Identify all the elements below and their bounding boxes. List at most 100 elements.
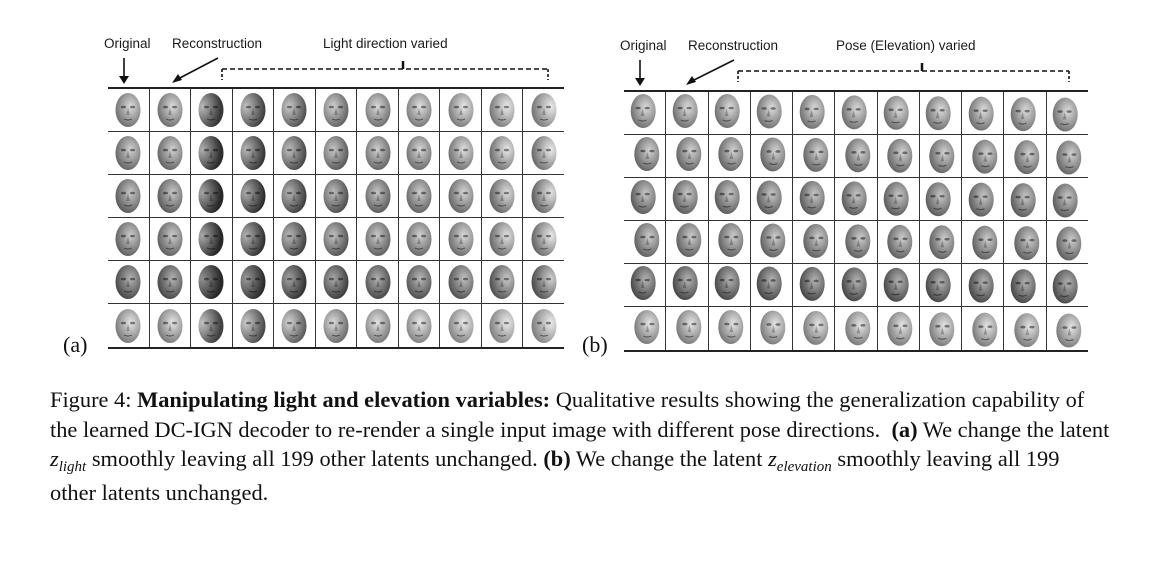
face-image	[926, 182, 952, 217]
face-cell	[274, 132, 316, 174]
face-cell	[440, 261, 482, 303]
face-image	[406, 93, 432, 127]
face-image	[198, 308, 224, 343]
face-image	[365, 308, 391, 343]
face-image	[630, 266, 656, 300]
face-image	[672, 94, 698, 128]
face-image	[718, 309, 744, 344]
face-cell	[835, 178, 878, 220]
face-cell	[1047, 264, 1088, 306]
face-image	[1010, 97, 1036, 132]
face-image	[799, 94, 825, 129]
face-cell	[108, 304, 150, 347]
face-cell	[191, 304, 233, 347]
face-image	[115, 93, 141, 127]
face-cell	[1047, 178, 1088, 220]
face-cell	[920, 264, 963, 306]
face-row	[108, 132, 564, 175]
math-variable-z-elevation: zelevation	[768, 446, 832, 475]
face-image	[157, 308, 183, 343]
face-cell	[920, 135, 963, 177]
face-cell	[962, 221, 1005, 263]
panel-a-arrows	[119, 57, 549, 84]
face-image	[531, 136, 557, 170]
face-image	[968, 268, 994, 303]
face-image	[972, 139, 998, 174]
face-cell	[1047, 221, 1088, 263]
face-cell	[233, 261, 275, 303]
face-row	[108, 89, 564, 132]
figure-panel-b: Original Reconstruction Pose (Elevation)…	[578, 30, 1098, 360]
face-cell	[316, 132, 358, 174]
face-image	[630, 94, 656, 128]
label-reconstruction-a: Reconstruction	[172, 36, 263, 51]
face-image	[115, 179, 141, 213]
face-image	[841, 267, 867, 302]
face-image	[676, 137, 702, 171]
face-image	[676, 223, 702, 257]
face-cell	[878, 221, 920, 263]
face-image	[630, 180, 656, 214]
face-image	[489, 222, 515, 256]
face-image	[240, 222, 266, 256]
face-image	[1052, 269, 1078, 304]
face-image	[929, 311, 955, 346]
face-image	[115, 308, 141, 343]
face-image	[1010, 269, 1036, 304]
face-cell	[357, 261, 399, 303]
figure-label: Figure 4:	[50, 387, 132, 412]
face-cell	[440, 132, 482, 174]
face-image	[115, 136, 141, 170]
face-image	[157, 93, 183, 127]
face-image	[845, 224, 871, 259]
face-image	[448, 265, 474, 299]
face-image	[365, 136, 391, 170]
face-cell	[357, 304, 399, 347]
face-cell	[793, 264, 836, 306]
face-image	[323, 179, 349, 213]
face-image	[115, 222, 141, 256]
face-cell	[751, 221, 794, 263]
face-image	[489, 308, 515, 343]
arrow-original-b	[635, 60, 645, 86]
face-cell	[316, 304, 358, 347]
arrow-reconstruction-b	[686, 59, 735, 85]
face-image	[676, 309, 702, 344]
face-cell	[878, 264, 920, 306]
face-image	[841, 181, 867, 216]
face-cell	[709, 92, 751, 134]
face-row	[108, 218, 564, 261]
face-image	[448, 179, 474, 213]
face-cell	[709, 221, 751, 263]
face-cell	[1004, 92, 1047, 134]
face-cell	[191, 175, 233, 217]
face-image	[198, 93, 224, 127]
face-cell	[440, 175, 482, 217]
face-image	[281, 93, 307, 127]
face-image	[802, 223, 828, 258]
face-image	[323, 308, 349, 343]
face-cell	[191, 218, 233, 260]
face-row	[624, 92, 1088, 135]
face-image	[489, 93, 515, 127]
face-cell	[274, 218, 316, 260]
face-cell	[1047, 307, 1088, 350]
face-image	[323, 265, 349, 299]
face-cell	[316, 175, 358, 217]
face-image	[157, 179, 183, 213]
face-cell	[624, 264, 667, 306]
face-image	[972, 312, 998, 347]
face-image	[799, 266, 825, 301]
face-cell	[482, 132, 524, 174]
face-image	[281, 308, 307, 343]
face-image	[926, 268, 952, 303]
face-cell	[150, 132, 192, 174]
face-image	[757, 94, 783, 129]
face-cell	[793, 307, 836, 350]
face-cell	[962, 92, 1005, 134]
face-image	[406, 308, 432, 343]
face-cell	[920, 92, 963, 134]
face-cell	[440, 89, 482, 131]
face-image	[714, 94, 740, 128]
face-row	[624, 307, 1088, 350]
